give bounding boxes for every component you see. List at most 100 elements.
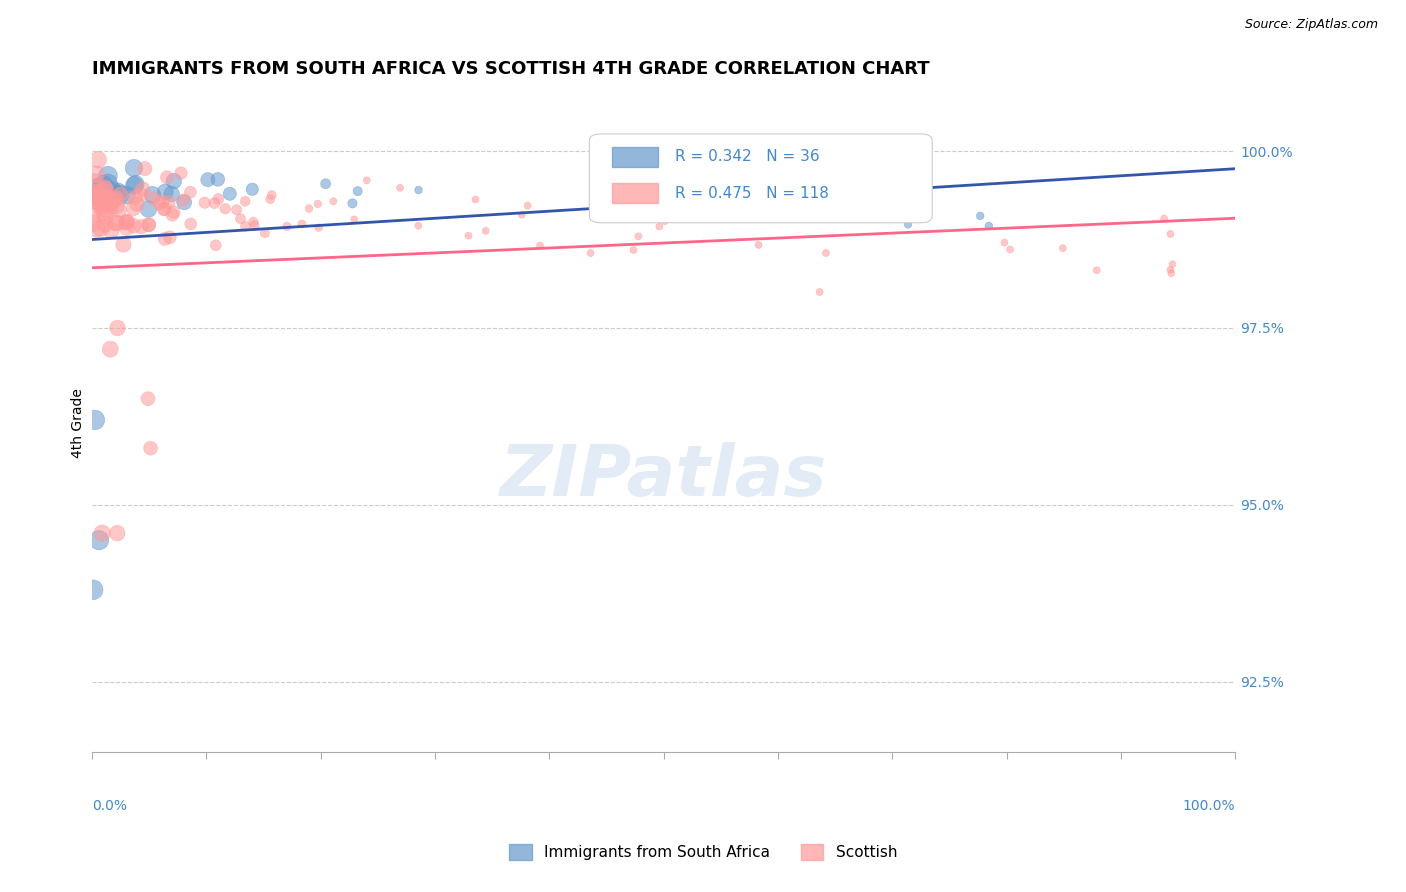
Point: [229, 211, 252, 226]
Point: [122, 178, 145, 193]
Point: [93, 206, 115, 220]
Point: [82, 189, 104, 203]
Point: [356, 173, 378, 187]
Point: [87, 533, 110, 548]
Point: [654, 214, 676, 228]
Point: [225, 202, 247, 217]
Point: [125, 197, 148, 211]
Point: [197, 172, 219, 186]
Point: [163, 174, 186, 188]
Point: [89, 179, 111, 194]
Point: [408, 219, 430, 233]
Point: [157, 195, 180, 210]
Point: [243, 219, 266, 233]
Point: [97, 169, 120, 183]
Point: [159, 230, 181, 244]
Point: [87, 153, 110, 167]
Point: [1153, 211, 1175, 226]
Point: [115, 220, 138, 235]
Point: [103, 193, 125, 207]
Point: [105, 526, 128, 541]
Point: [969, 209, 991, 223]
Text: ZIPatlas: ZIPatlas: [501, 442, 827, 510]
Point: [107, 185, 129, 199]
Point: [91, 194, 114, 209]
Point: [1159, 262, 1181, 277]
Point: [648, 219, 671, 234]
Point: [100, 200, 122, 214]
Point: [315, 177, 337, 191]
Point: [107, 321, 129, 335]
Text: R = 0.475   N = 118: R = 0.475 N = 118: [675, 186, 830, 201]
Point: [82, 582, 104, 597]
Point: [389, 181, 412, 195]
Point: [82, 186, 104, 201]
Point: [291, 217, 314, 231]
Point: [84, 413, 107, 427]
Point: [90, 221, 112, 235]
Point: [132, 182, 155, 196]
Point: [104, 191, 127, 205]
Point: [627, 229, 650, 244]
Point: [89, 188, 111, 202]
Point: [134, 161, 156, 176]
Point: [93, 181, 115, 195]
Point: [808, 285, 831, 299]
Point: [115, 188, 138, 202]
Point: [322, 194, 344, 209]
Point: [84, 167, 107, 181]
Point: [342, 196, 364, 211]
Point: [1161, 257, 1184, 271]
Point: [510, 208, 533, 222]
Text: Source: ZipAtlas.com: Source: ZipAtlas.com: [1244, 18, 1378, 31]
Point: [98, 342, 121, 356]
Point: [103, 186, 125, 201]
Point: [122, 161, 145, 175]
Point: [152, 194, 174, 209]
Point: [84, 186, 107, 200]
Point: [457, 228, 479, 243]
Point: [173, 195, 195, 210]
Point: [214, 202, 236, 216]
Legend: Immigrants from South Africa, Scottish: Immigrants from South Africa, Scottish: [503, 838, 903, 866]
Point: [897, 218, 920, 232]
Point: [179, 185, 201, 199]
Point: [122, 202, 145, 216]
Point: [156, 170, 179, 185]
Point: [86, 222, 108, 236]
Point: [408, 183, 430, 197]
Point: [160, 186, 183, 201]
Point: [308, 220, 330, 235]
Point: [94, 182, 117, 196]
Point: [747, 238, 769, 252]
Point: [153, 202, 176, 216]
Bar: [612, 147, 658, 167]
Point: [100, 194, 122, 208]
Point: [1085, 263, 1108, 277]
Point: [194, 195, 217, 210]
Point: [105, 199, 128, 213]
Point: [91, 526, 114, 541]
Point: [90, 181, 112, 195]
Point: [204, 238, 226, 252]
Point: [93, 184, 115, 198]
Point: [603, 203, 626, 218]
Point: [122, 219, 145, 233]
Point: [100, 223, 122, 237]
Point: [697, 198, 720, 212]
Point: [149, 196, 172, 211]
Point: [218, 186, 240, 201]
Point: [993, 235, 1015, 250]
Point: [242, 215, 264, 229]
Point: [110, 187, 132, 202]
Point: [91, 178, 114, 192]
Point: [96, 191, 118, 205]
Point: [474, 224, 496, 238]
Point: [240, 182, 263, 196]
Point: [204, 196, 226, 211]
Point: [529, 238, 551, 252]
Point: [172, 193, 194, 207]
Point: [235, 219, 257, 234]
Point: [233, 194, 256, 209]
Point: [94, 209, 117, 223]
